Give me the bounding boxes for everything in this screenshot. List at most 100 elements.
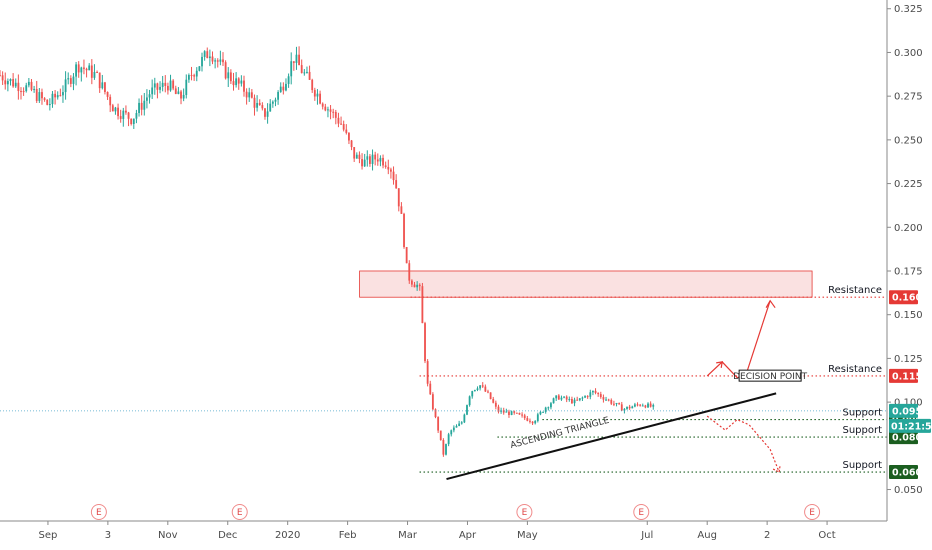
- candle-body: [639, 404, 642, 406]
- candle-body: [311, 79, 314, 91]
- level-tag-bg-1: [889, 368, 918, 383]
- candle-body: [510, 411, 513, 416]
- candle-body: [313, 90, 316, 97]
- candle-body: [185, 79, 188, 95]
- candle-body: [597, 392, 600, 395]
- x-tick-label-0: Sep: [39, 530, 58, 541]
- candle-body: [618, 403, 621, 405]
- candle-body: [132, 118, 135, 125]
- candle-body: [563, 396, 565, 398]
- candle-body: [235, 78, 238, 86]
- candle-body: [631, 406, 634, 409]
- candle-body: [316, 93, 319, 97]
- candle-body: [405, 247, 408, 264]
- candle-body: [489, 392, 492, 399]
- candle-body: [392, 171, 395, 181]
- candle-body: [521, 414, 524, 416]
- candle-body: [135, 113, 138, 119]
- candle-body: [550, 403, 552, 408]
- candle-body: [1, 75, 4, 81]
- candle-body: [46, 99, 49, 105]
- candle-body: [353, 147, 356, 159]
- y-tick-label-1: 0.300: [894, 48, 923, 59]
- candle-body: [321, 103, 324, 107]
- candle-body: [35, 88, 38, 101]
- candle-body: [610, 399, 613, 404]
- candle-body: [72, 76, 75, 84]
- candle-body: [421, 286, 424, 324]
- trendline-layer: [446, 392, 777, 481]
- candle-body: [216, 60, 219, 62]
- candle-body: [96, 72, 98, 74]
- candle-body: [25, 85, 28, 92]
- x-tick-label-10: Aug: [697, 530, 717, 541]
- candle-body: [182, 94, 185, 99]
- candle-body: [487, 391, 489, 393]
- candle-body: [584, 396, 586, 398]
- candle-body: [229, 72, 232, 82]
- event-label-4: E: [809, 508, 815, 518]
- candlestick-series: [0, 46, 655, 457]
- x-tick-label-9: Jul: [640, 530, 653, 541]
- candle-body: [607, 399, 610, 401]
- y-tick-label-3: 0.250: [894, 135, 923, 146]
- y-tick-label-5: 0.200: [894, 223, 923, 234]
- candle-body: [439, 430, 442, 441]
- price-axis[interactable]: 0.325 0.300 0.275 0.250 0.225 0.200 0.175 0.150…: [886, 0, 932, 521]
- candle-body: [211, 56, 214, 62]
- event-marker-1: [231, 504, 248, 520]
- candle-body: [224, 62, 227, 79]
- candle-body: [389, 169, 392, 172]
- candle-body: [494, 402, 497, 407]
- candle-body: [169, 80, 172, 91]
- candle-body: [327, 109, 329, 111]
- level-label-4: Support: [842, 460, 882, 471]
- time-axis[interactable]: Sep 3 Nov Dec 2020 Feb Mar Apr May Jul Aug 2 Oct: [0, 520, 932, 550]
- candle-body: [337, 117, 340, 124]
- candle-body: [264, 108, 266, 117]
- projection-down-arrow: [772, 464, 781, 473]
- candle-body: [460, 422, 463, 424]
- x-tick-label-6: Mar: [398, 530, 418, 541]
- candle-body: [518, 412, 521, 415]
- candle-body: [481, 385, 484, 387]
- candle-body: [578, 398, 581, 401]
- candle-body: [298, 54, 301, 66]
- x-tick-label-3: Dec: [218, 530, 237, 541]
- candle-body: [523, 415, 526, 419]
- candle-body: [109, 96, 112, 106]
- candle-body: [397, 188, 400, 207]
- pattern-label: ASCENDING TRIANGLE: [509, 416, 610, 451]
- candle-body: [502, 410, 505, 413]
- candle-body: [290, 61, 293, 77]
- ascending-trendline: [446, 392, 777, 481]
- candle-body: [164, 82, 167, 86]
- candle-body: [476, 388, 479, 390]
- candle-body: [576, 399, 579, 401]
- y-tick-label-2: 0.275: [894, 92, 923, 103]
- candle-body: [206, 51, 209, 59]
- candle-body: [466, 405, 468, 415]
- event-label-3: E: [638, 508, 644, 518]
- candle-body: [633, 404, 636, 407]
- candle-body: [38, 92, 41, 101]
- candle-body: [287, 76, 290, 84]
- candle-body: [565, 396, 568, 400]
- candle-body: [83, 67, 85, 69]
- candle-body: [64, 79, 67, 93]
- y-tick-label-4: 0.225: [894, 179, 923, 190]
- resistance-zone-box: [359, 270, 813, 298]
- candle-body: [117, 107, 119, 117]
- candle-body: [43, 98, 46, 100]
- candle-body: [240, 80, 243, 84]
- candle-body: [605, 399, 607, 401]
- candle-body: [266, 111, 269, 117]
- event-marker-4: [804, 504, 821, 520]
- event-marker-2: [516, 504, 533, 520]
- candle-body: [447, 434, 450, 445]
- candle-body: [62, 92, 64, 96]
- y-tick-label-8: 0.125: [894, 354, 923, 365]
- candle-body: [201, 56, 203, 67]
- candle-body: [413, 284, 416, 288]
